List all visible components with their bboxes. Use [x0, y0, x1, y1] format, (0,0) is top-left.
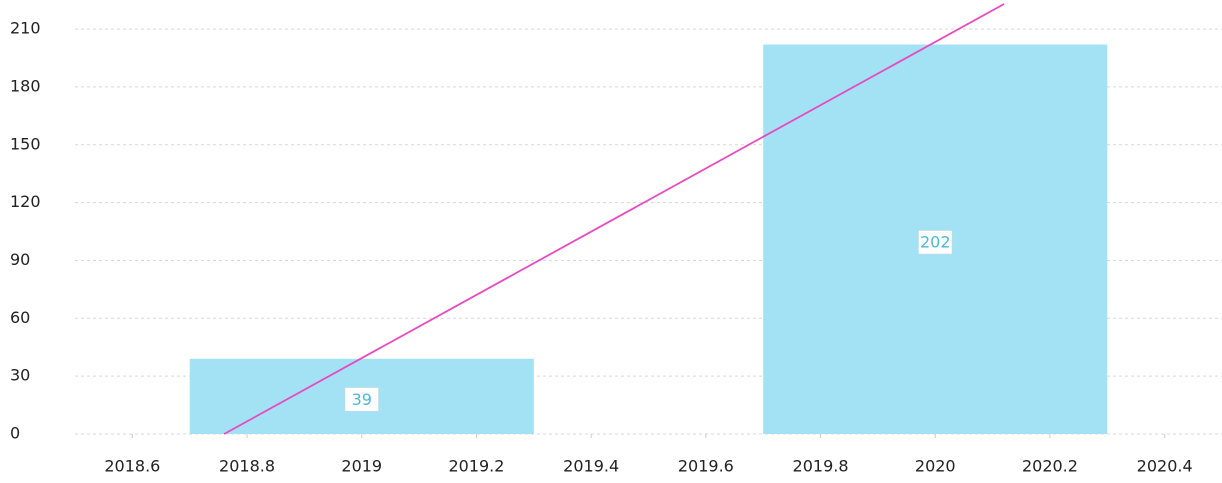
- y-tick-label: 180: [10, 76, 41, 95]
- y-tick-label: 90: [10, 250, 30, 269]
- x-tick-label: 2019.6: [678, 457, 734, 476]
- x-tick-label: 2018.6: [104, 457, 160, 476]
- x-tick-label: 2019.4: [563, 457, 619, 476]
- x-tick-label: 2020.2: [1022, 457, 1078, 476]
- y-tick-label: 0: [10, 424, 20, 443]
- data-label: 39: [352, 390, 372, 409]
- x-tick-label: 2019.2: [448, 457, 504, 476]
- y-tick-label: 30: [10, 366, 30, 385]
- label-box: [344, 386, 380, 412]
- x-tick-label: 2020: [915, 457, 956, 476]
- x-tick-label: 2020.4: [1137, 457, 1193, 476]
- trend-line: [223, 3, 1005, 435]
- y-tick-label: 150: [10, 134, 41, 153]
- trend-group: [223, 3, 1005, 435]
- data-label: 202: [920, 233, 951, 252]
- y-tick-label: 60: [10, 308, 30, 327]
- x-tick-label: 2018.8: [219, 457, 275, 476]
- x-tick-label: 2019: [341, 457, 382, 476]
- y-tick-label: 120: [10, 192, 41, 211]
- y-tick-label: 210: [10, 19, 41, 38]
- label-box: [917, 229, 953, 255]
- x-tick-label: 2019.8: [793, 457, 849, 476]
